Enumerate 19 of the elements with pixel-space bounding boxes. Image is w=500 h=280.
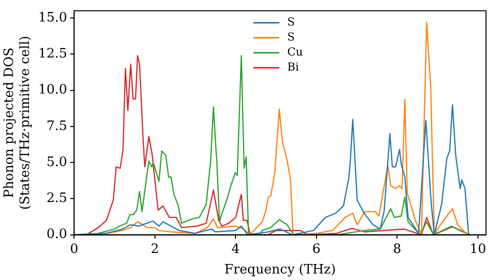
y-tick-label: 0.0	[46, 227, 68, 242]
x-tick-label: 4	[232, 242, 240, 257]
x-tick-label: 8	[393, 242, 402, 257]
x-tick-label: 2	[150, 242, 160, 257]
y-tick-label: 5.0	[46, 154, 68, 170]
legend-label: Bi	[287, 60, 300, 74]
x-tick-label: 10	[470, 242, 486, 257]
y-tick-label: 12.5	[38, 46, 68, 62]
y-tick-label: 15.0	[38, 10, 68, 26]
legend-label: S	[287, 30, 295, 44]
x-tick-label: 0	[70, 242, 78, 257]
legend-label: Cu	[287, 46, 303, 59]
x-tick-label: 6	[312, 242, 321, 257]
y-tick-label: 7.5	[46, 118, 68, 134]
y-tick-label: 2.5	[46, 191, 68, 206]
y-axis-title: Phonon projected DOS (States/THz·primitive cell)	[2, 36, 33, 210]
legend-label: S	[287, 16, 295, 29]
y-tick-label: 10.0	[38, 82, 68, 98]
x-axis-title: Frequency (THz)	[224, 262, 336, 278]
